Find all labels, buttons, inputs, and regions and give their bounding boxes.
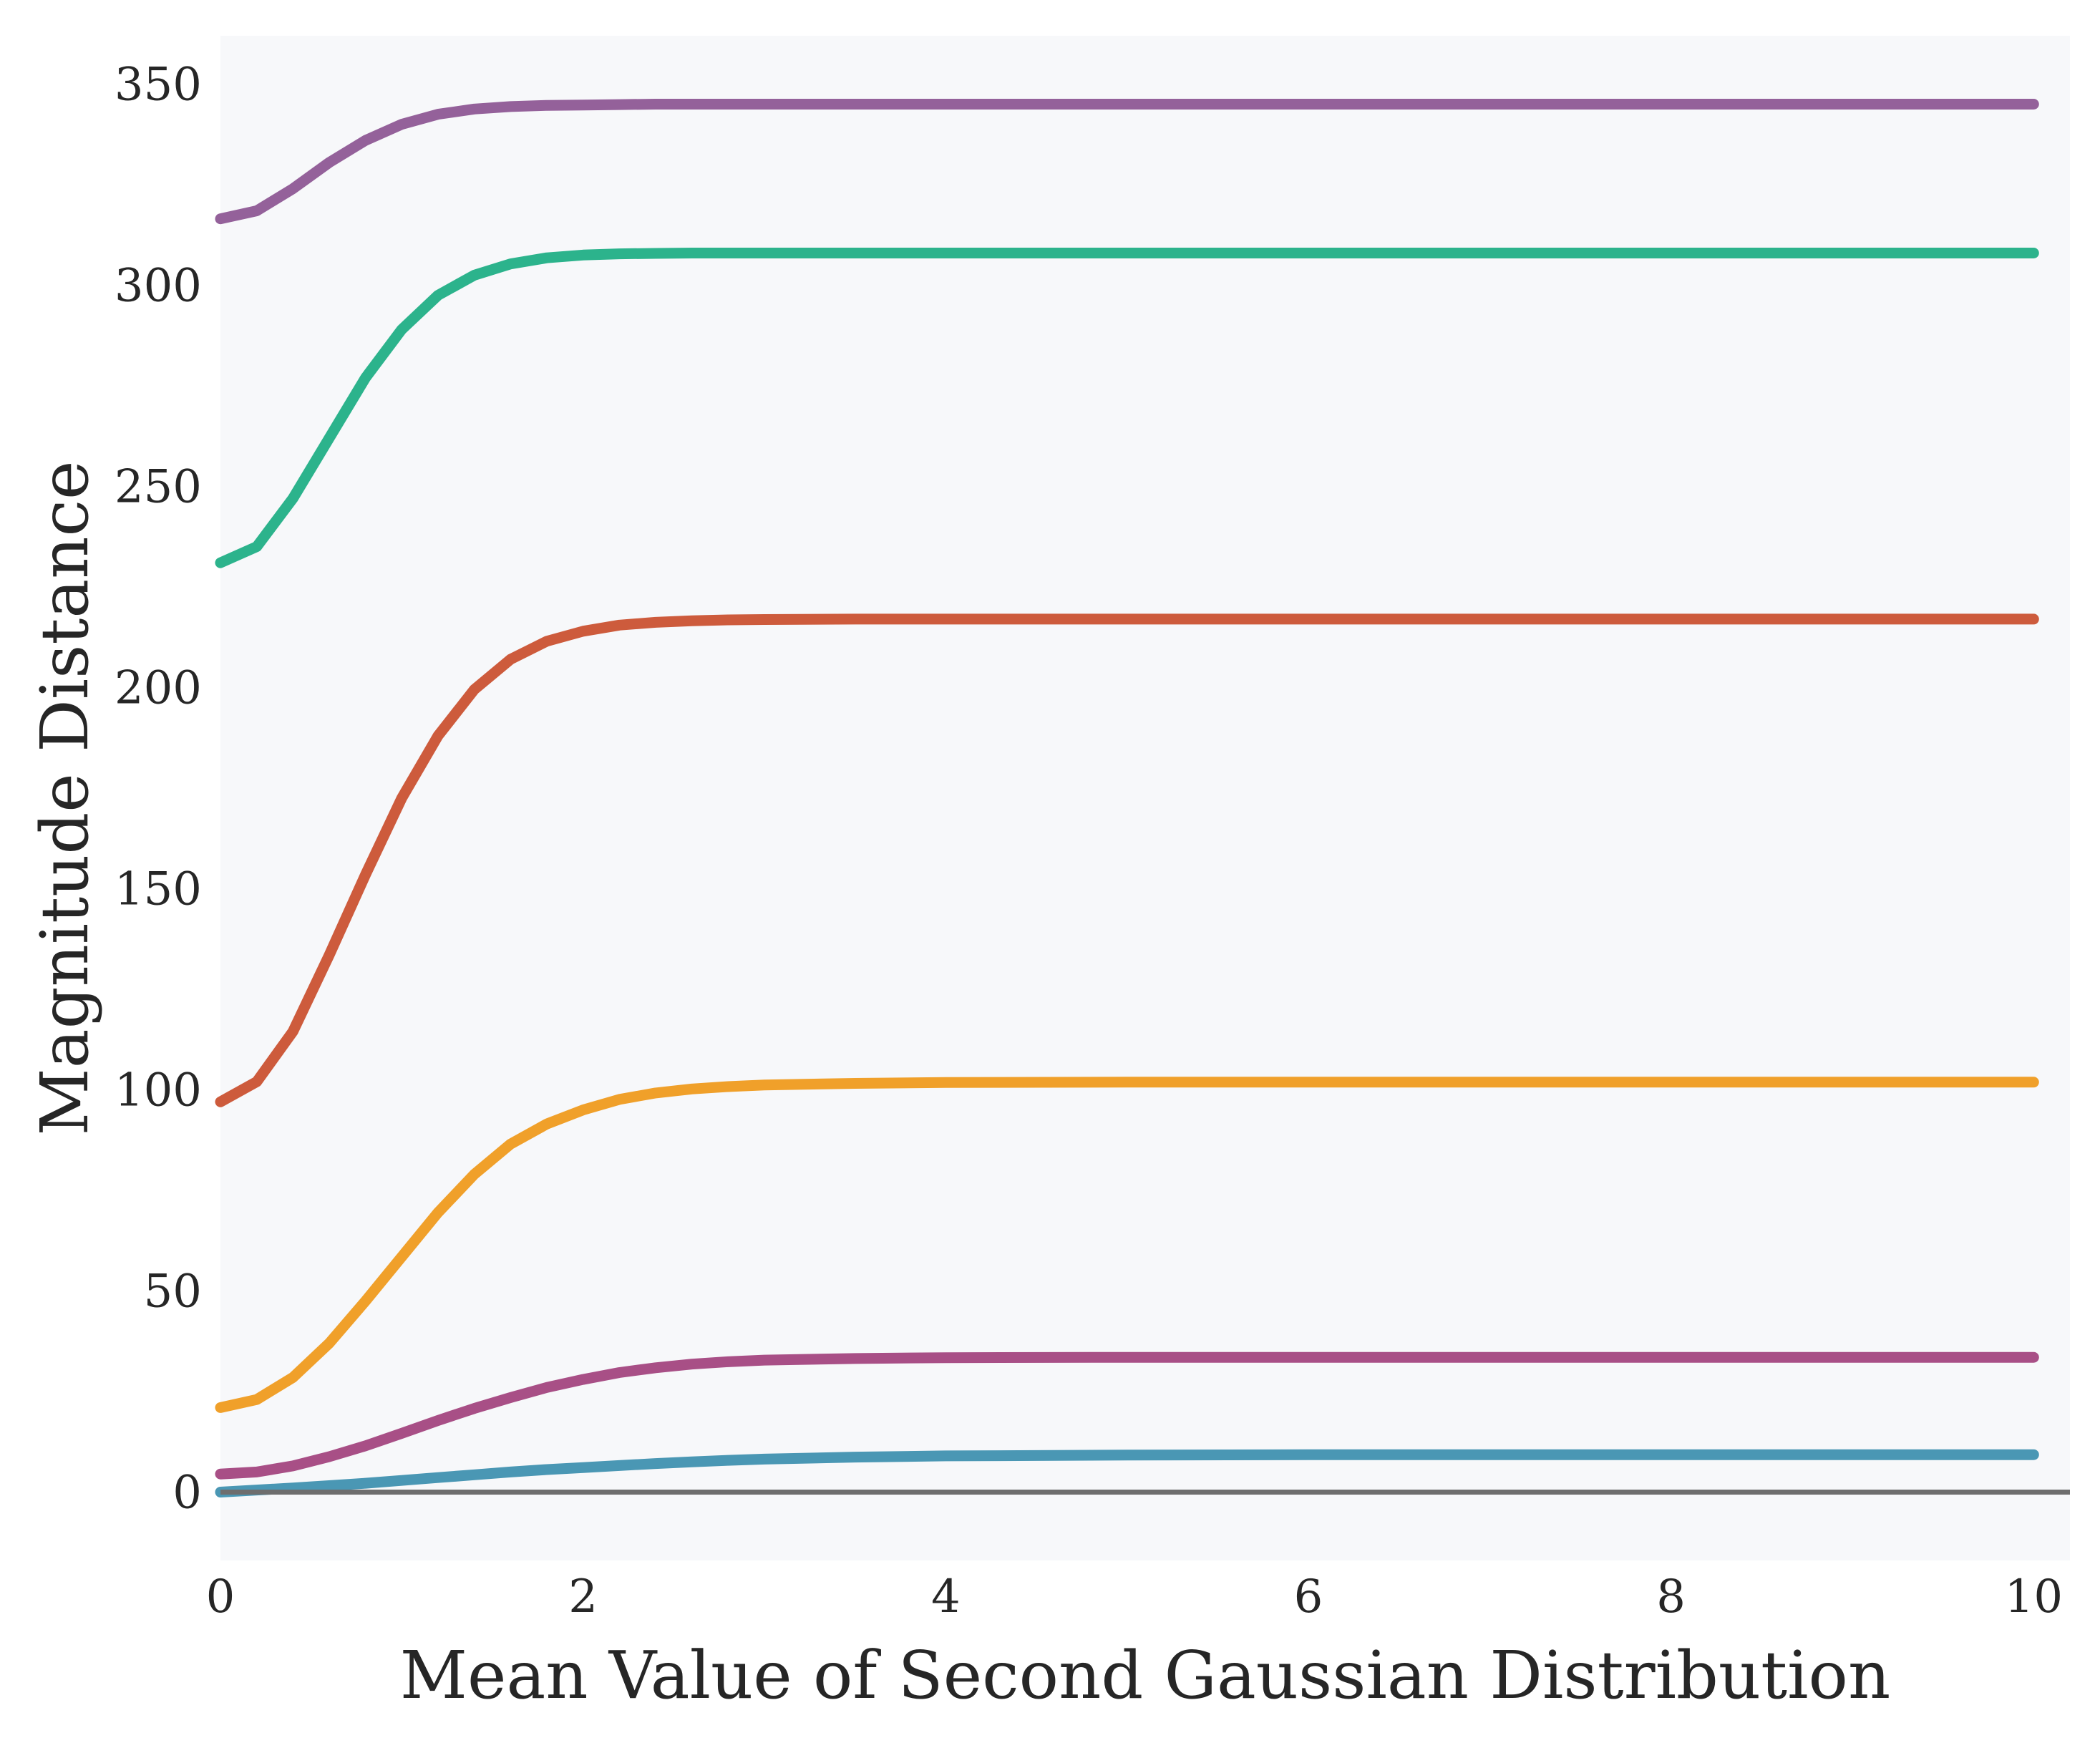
y-tick-label: 250: [115, 460, 202, 513]
x-tick-label: 4: [931, 1570, 961, 1623]
x-axis-title: Mean Value of Second Gaussian Distributi…: [400, 1637, 1890, 1714]
series-line-5: [215, 248, 2039, 568]
y-tick-label: 50: [144, 1265, 202, 1318]
series-line-1: [215, 1449, 2039, 1497]
x-tick-label: 2: [568, 1570, 598, 1623]
y-tick-label: 300: [115, 259, 202, 312]
y-tick-label: 350: [115, 58, 202, 111]
series-line-6: [215, 99, 2039, 225]
plot-background: [220, 36, 2070, 1560]
series-layer: [215, 99, 2039, 1497]
x-tick-labels: 0 2 4 6 8 10: [206, 1570, 2063, 1623]
x-tick-label: 6: [1294, 1570, 1323, 1623]
y-tick-label: 150: [115, 863, 202, 916]
series-line-2: [215, 1351, 2039, 1480]
series-line-3: [215, 1077, 2039, 1413]
x-tick-label: 10: [2005, 1570, 2063, 1623]
x-tick-label: 0: [206, 1570, 235, 1623]
y-tick-label: 100: [115, 1064, 202, 1117]
y-tick-labels: 0 50 100 150 200 250 300 350: [115, 58, 202, 1519]
y-tick-label: 0: [172, 1466, 202, 1519]
series-line-4: [215, 613, 2039, 1107]
y-axis-title: Magnitude Distance: [26, 461, 103, 1136]
y-tick-label: 200: [115, 661, 202, 714]
x-tick-label: 8: [1656, 1570, 1686, 1623]
